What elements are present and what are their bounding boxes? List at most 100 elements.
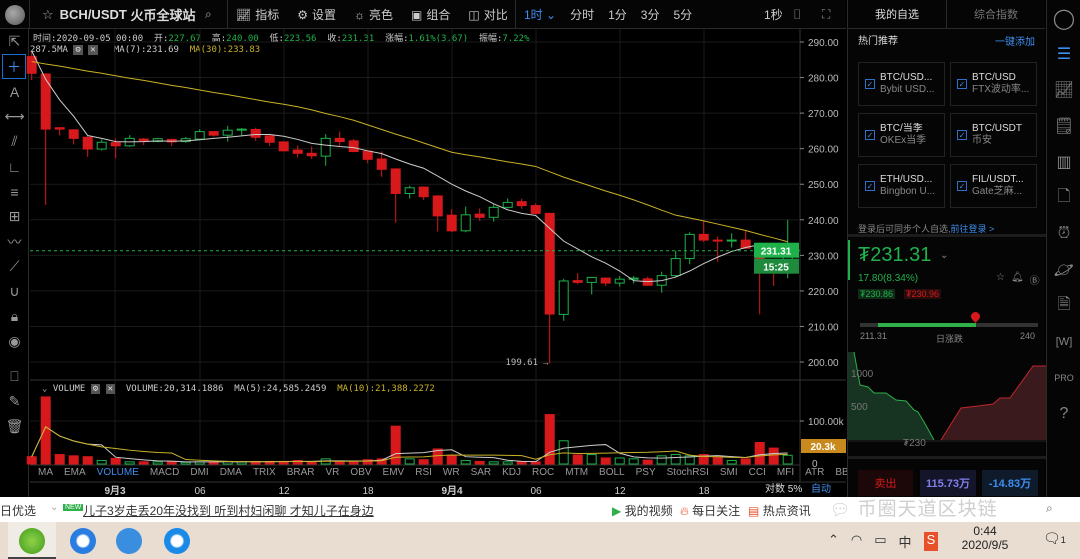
- edit-drawings-icon[interactable]: ✎: [8, 393, 21, 409]
- settings-button[interactable]: ⚙ 设置: [297, 7, 337, 23]
- indicator-tab[interactable]: ROC: [532, 467, 555, 478]
- tab-composite-index[interactable]: 综合指数: [974, 9, 1018, 21]
- help-icon[interactable]: ?: [1059, 405, 1069, 422]
- orders-icon[interactable]: 🗒︎: [1053, 118, 1075, 135]
- eye-icon[interactable]: ◉: [8, 333, 21, 349]
- lock-icon[interactable]: 🔒︎: [10, 308, 19, 324]
- checkbox[interactable]: ✓: [957, 181, 967, 191]
- clock[interactable]: 0:44 2020/9/5: [961, 524, 1009, 552]
- indicators-button[interactable]: 📈︎ 指标: [236, 7, 280, 23]
- wifi-icon[interactable]: ◠: [850, 532, 863, 547]
- angle-icon[interactable]: ∟: [7, 158, 22, 175]
- chevron-icon[interactable]: ⌄: [50, 502, 59, 513]
- indicator-tab[interactable]: KDJ: [502, 467, 522, 478]
- indicator-tab[interactable]: MTM: [565, 467, 589, 478]
- checkbox[interactable]: ✓: [957, 79, 967, 89]
- bar-chart-icon[interactable]: ▥: [1056, 154, 1072, 171]
- indicator-tab[interactable]: VOLUME: [96, 467, 139, 478]
- parallel-lines-icon[interactable]: ≡: [10, 183, 19, 200]
- star-icon[interactable]: ☆: [42, 6, 54, 22]
- volume-close-icon[interactable]: ✕: [105, 384, 116, 394]
- price-chart[interactable]: 290.00 280.00 270.00 260.00 250.00 240.00 230.…: [0, 0, 846, 497]
- checkbox[interactable]: ✓: [957, 130, 967, 140]
- interval-1h[interactable]: 1时 ⌄: [524, 8, 557, 22]
- user-avatar-icon[interactable]: ◯: [1052, 7, 1076, 30]
- favorite-star-icon[interactable]: ☆: [996, 272, 1005, 283]
- indicator-tab[interactable]: PSY: [635, 467, 656, 478]
- fullscreen-icon[interactable]: ⛶: [822, 7, 831, 21]
- pro-icon[interactable]: PRO: [1054, 373, 1074, 383]
- checkbox[interactable]: ✓: [865, 79, 875, 89]
- layout-button[interactable]: ▣ 组合: [411, 7, 451, 23]
- interval-3m[interactable]: 3分: [640, 8, 660, 22]
- price-dropdown-icon[interactable]: ⌄: [940, 250, 949, 261]
- magnet-icon[interactable]: ∪: [9, 283, 20, 299]
- camera-icon[interactable]: ⌷: [793, 6, 802, 22]
- collapse-chevron-icon[interactable]: ⌄: [42, 384, 48, 394]
- interval-1m[interactable]: 1分: [608, 8, 627, 22]
- watchlist-card[interactable]: ✓ ETH/USD... Bingbon U...: [858, 164, 945, 208]
- search-icon[interactable]: ⌕: [205, 7, 212, 21]
- auto-scale-toggle[interactable]: 自动: [811, 484, 832, 495]
- bookmark-icon[interactable]: ⎕: [10, 368, 19, 384]
- w-window-icon[interactable]: [W]: [1055, 336, 1073, 348]
- ma-close-icon[interactable]: ✕: [88, 45, 98, 55]
- ruler-icon[interactable]: ⟋: [9, 258, 20, 274]
- market-chart-icon[interactable]: 📈︎: [1053, 82, 1075, 99]
- log-scale-toggle[interactable]: 对数: [765, 484, 785, 495]
- browser-360-icon[interactable]: [19, 528, 45, 554]
- b-document-icon[interactable]: 🗎: [1057, 295, 1071, 313]
- indicator-tab[interactable]: BBW: [835, 467, 858, 481]
- indicator-tab[interactable]: SMI: [719, 467, 738, 478]
- watchlist-card[interactable]: ✓ BTC/USD FTX波动率...: [950, 62, 1037, 106]
- indicator-tab[interactable]: MACD: [149, 467, 180, 478]
- interval-timeline[interactable]: 分时: [570, 8, 595, 22]
- indicator-tab[interactable]: EMV: [382, 467, 405, 478]
- crosshair-icon[interactable]: ＋: [2, 54, 26, 79]
- tab-my-watchlist[interactable]: 我的自选: [848, 0, 947, 28]
- sogou-browser-icon[interactable]: [116, 528, 142, 554]
- trend-line-icon[interactable]: ⫽: [11, 133, 18, 149]
- watchlist-icon[interactable]: ☰: [1056, 46, 1072, 63]
- tick-interval[interactable]: 1秒: [764, 8, 783, 22]
- alarm-clock-icon[interactable]: ⏰︎: [1057, 225, 1071, 242]
- indicator-tab[interactable]: DMI: [190, 467, 209, 478]
- alert-bell-icon[interactable]: 🔔︎: [1010, 272, 1024, 283]
- add-all-link[interactable]: 一键添加: [995, 37, 1035, 48]
- indicator-tab[interactable]: BRAR: [286, 467, 315, 478]
- indicator-tab[interactable]: ATR: [805, 467, 825, 478]
- qq-browser-icon[interactable]: [70, 528, 96, 554]
- notification-icon[interactable]: 🗨︎1: [1043, 530, 1066, 546]
- checkbox[interactable]: ✓: [865, 181, 875, 191]
- indicator-tab[interactable]: MFI: [776, 467, 795, 478]
- new-document-icon[interactable]: 🗋: [1057, 187, 1071, 205]
- ie-icon[interactable]: [164, 528, 190, 554]
- indicator-tab[interactable]: StochRSI: [666, 467, 709, 478]
- indicator-tab[interactable]: SAR: [470, 467, 492, 478]
- sogou-ime-icon[interactable]: S: [923, 532, 939, 551]
- indicator-tab[interactable]: OBV: [350, 467, 372, 478]
- watchlist-card[interactable]: ✓ BTC/USDT 币安: [950, 113, 1037, 157]
- watchlist-card[interactable]: ✓ BTC/USD... Bybit USD...: [858, 62, 945, 106]
- login-link[interactable]: 前往登录 >: [950, 224, 995, 234]
- wave-icon[interactable]: 〰: [7, 233, 22, 250]
- watchlist-card[interactable]: ✓ BTC/当季 OKEx当季: [858, 113, 945, 157]
- watchlist-card[interactable]: ✓ FIL/USDT... Gate芝麻...: [950, 164, 1037, 208]
- hot-news-link[interactable]: ▤ 热点资讯: [748, 504, 811, 518]
- text-icon[interactable]: A: [9, 83, 20, 100]
- my-videos-link[interactable]: ▶ 我的视频: [612, 504, 673, 518]
- symbol-selector[interactable]: ☆ BCH/USDT 火币全球站: [42, 0, 195, 29]
- interval-5m[interactable]: 5分: [673, 8, 693, 22]
- battery-icon[interactable]: ▭: [874, 532, 887, 547]
- indicator-tab[interactable]: BOLL: [599, 467, 625, 478]
- light-theme-button[interactable]: ☼ 亮色: [354, 7, 394, 23]
- ime-indicator[interactable]: 中: [898, 535, 912, 550]
- planet-icon[interactable]: 🪐︎: [1053, 262, 1075, 279]
- sell-button[interactable]: 卖出: [858, 470, 913, 496]
- indicator-tab[interactable]: TRIX: [252, 467, 276, 478]
- cursor-icon[interactable]: ⇱: [8, 33, 21, 49]
- indicator-tab[interactable]: CCI: [748, 467, 766, 478]
- compare-button[interactable]: ◫ 对比: [468, 7, 508, 23]
- daily-follow-link[interactable]: 🔥︎ 每日关注: [680, 504, 741, 518]
- percent-toggle[interactable]: 5%: [787, 484, 803, 495]
